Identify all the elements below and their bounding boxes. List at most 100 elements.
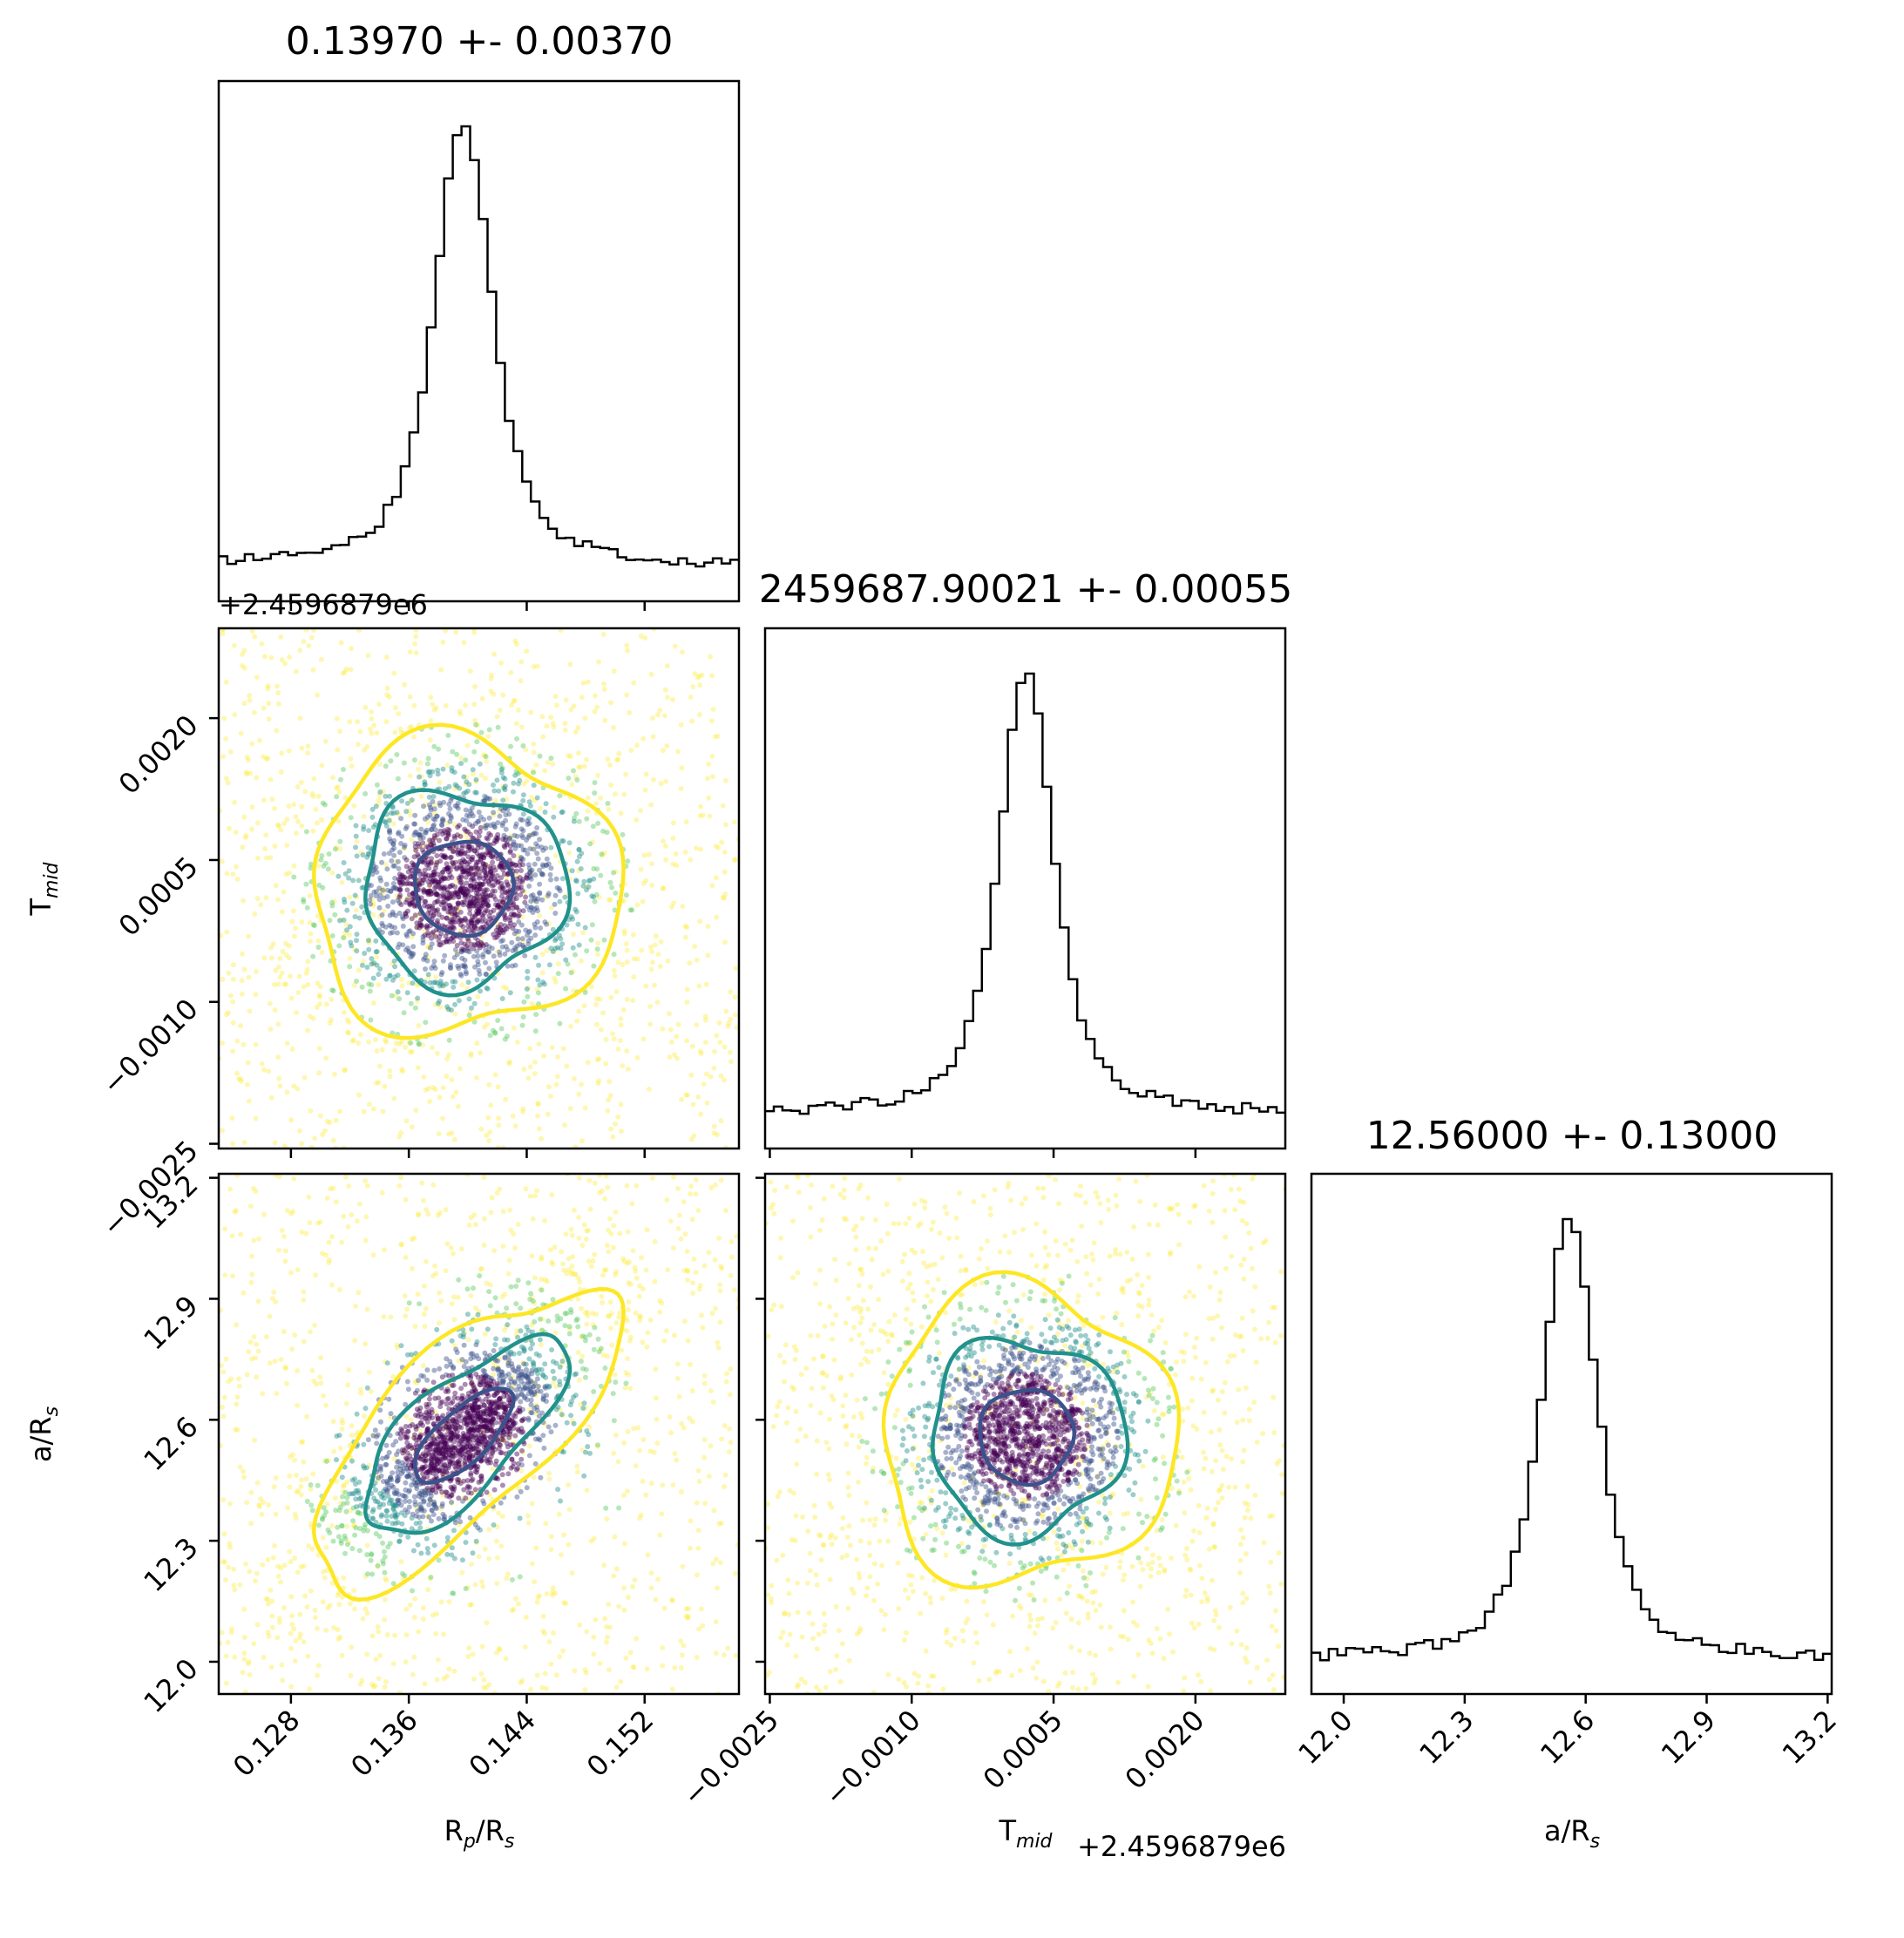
scatter-point <box>363 1237 369 1243</box>
scatter-point <box>477 943 483 949</box>
scatter-point <box>265 686 271 692</box>
scatter-point <box>464 891 470 896</box>
scatter-point <box>452 884 458 890</box>
scatter-point <box>471 887 478 892</box>
scatter-point <box>511 1413 516 1419</box>
scatter-point <box>493 1406 499 1412</box>
scatter-point <box>471 945 476 952</box>
scatter-point <box>413 634 419 640</box>
scatter-point <box>417 877 423 883</box>
scatter-point <box>571 1207 577 1213</box>
scatter-point <box>430 872 436 878</box>
scatter-point <box>316 1070 322 1076</box>
scatter-point <box>487 1129 493 1135</box>
scatter-point <box>442 854 448 860</box>
scatter-point <box>466 1452 472 1458</box>
scatter-point <box>277 974 283 980</box>
scatter-point <box>640 898 646 905</box>
scatter-point <box>253 1115 259 1121</box>
scatter-point <box>391 837 397 844</box>
scatter-point <box>496 1645 502 1651</box>
scatter-point <box>379 1512 385 1518</box>
scatter-point <box>500 863 506 869</box>
scatter-point <box>472 871 478 878</box>
scatter-point <box>523 1361 529 1367</box>
scatter-point <box>411 702 417 708</box>
scatter-point <box>223 1680 229 1686</box>
scatter-point <box>551 724 557 730</box>
scatter-point <box>397 879 403 885</box>
scatter-point <box>594 1443 600 1449</box>
scatter-point <box>457 1447 464 1454</box>
scatter-point <box>344 1523 350 1529</box>
scatter-point <box>512 931 518 937</box>
scatter-point <box>395 1498 401 1504</box>
scatter-point <box>410 1049 415 1054</box>
scatter-point <box>497 708 503 713</box>
scatter-point <box>382 1569 388 1575</box>
scatter-point <box>451 769 457 776</box>
scatter-point <box>459 899 465 905</box>
scatter-point <box>679 1420 685 1426</box>
scatter-point <box>548 715 554 721</box>
scatter-point <box>390 909 396 915</box>
scatter-point <box>392 875 398 881</box>
scatter-point <box>395 1474 401 1481</box>
scatter-point <box>452 910 457 916</box>
scatter-point <box>476 1554 482 1560</box>
scatter-point <box>539 1684 545 1691</box>
scatter-point <box>391 863 397 869</box>
scatter-point <box>460 1498 465 1504</box>
scatter-point <box>493 878 499 884</box>
scatter-point <box>585 679 591 685</box>
scatter-point <box>521 999 527 1005</box>
scatter-point <box>315 980 321 986</box>
scatter-point <box>467 1485 473 1490</box>
scatter-point <box>436 879 442 885</box>
scatter-point <box>405 1467 411 1474</box>
scatter-point <box>352 914 358 919</box>
scatter-point <box>416 1494 422 1499</box>
scatter-point <box>591 1389 597 1394</box>
scatter-point <box>435 891 441 898</box>
scatter-point <box>380 1108 386 1115</box>
scatter-point <box>529 1000 535 1006</box>
scatter-point <box>701 1081 707 1088</box>
scatter-point <box>385 887 390 893</box>
scatter-point <box>424 1514 430 1520</box>
scatter-point <box>534 1404 540 1410</box>
scatter-point <box>359 984 365 990</box>
scatter-point <box>342 669 348 675</box>
scatter-point <box>439 1468 445 1474</box>
scatter-point <box>223 1577 228 1582</box>
scatter-point <box>482 1350 488 1356</box>
scatter-point <box>505 1322 511 1328</box>
scatter-point <box>394 1478 400 1484</box>
scatter-point <box>445 895 451 901</box>
scatter-point <box>266 1633 272 1639</box>
scatter-point <box>505 807 511 812</box>
scatter-point <box>387 793 393 799</box>
scatter-point <box>404 876 410 882</box>
scatter-point <box>482 852 488 858</box>
scatter-point <box>557 1654 563 1660</box>
scatter-point <box>492 837 498 844</box>
scatter-point <box>532 1071 538 1076</box>
scatter-point <box>519 936 525 942</box>
scatter-point <box>573 909 579 915</box>
scatter-point <box>319 762 325 769</box>
scatter-point <box>455 963 461 969</box>
scatter-point <box>419 1488 425 1494</box>
scatter-point <box>454 832 460 838</box>
scatter-point <box>652 1238 658 1244</box>
scatter-point <box>725 1023 731 1029</box>
scatter-point <box>552 975 558 981</box>
scatter-point <box>500 775 506 781</box>
scatter-point <box>506 1257 512 1264</box>
scatter-point <box>334 844 339 850</box>
scatter-point <box>540 734 546 740</box>
scatter-point <box>481 889 487 895</box>
scatter-point <box>500 808 506 814</box>
scatter-point <box>438 972 444 978</box>
scatter-point <box>603 1060 609 1067</box>
